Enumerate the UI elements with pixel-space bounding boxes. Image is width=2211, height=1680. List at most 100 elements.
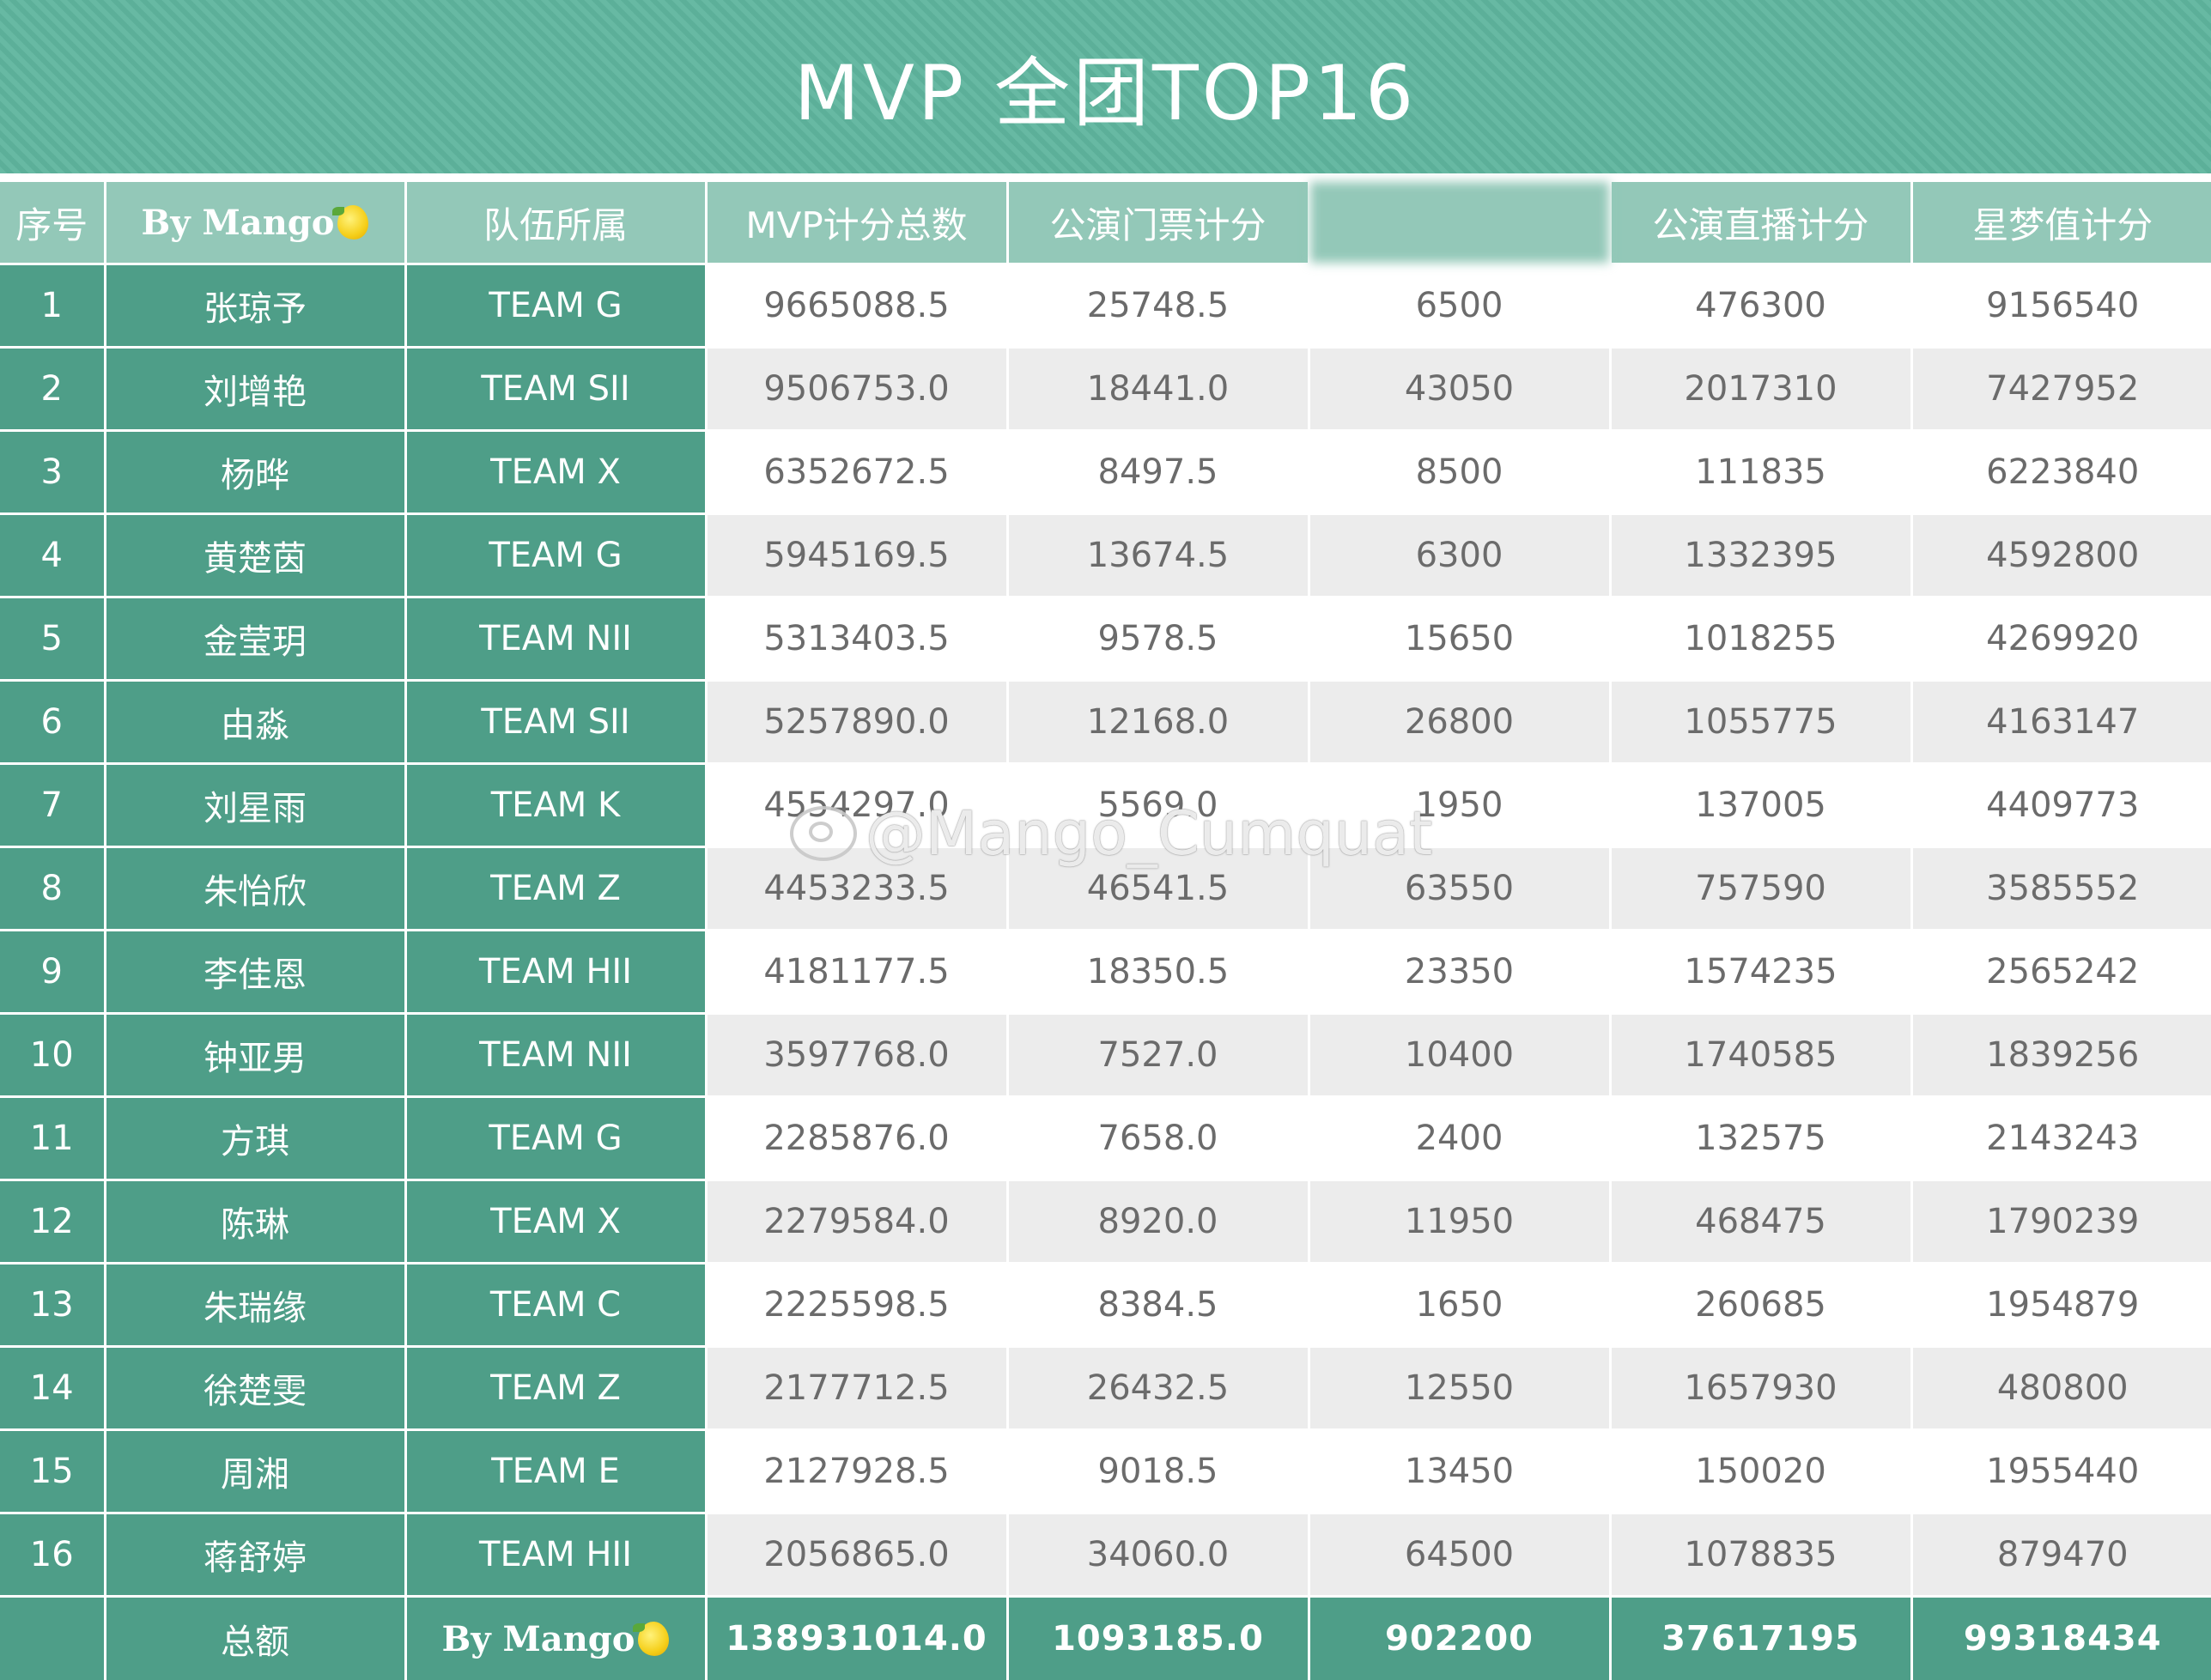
footer-star: 99318434 (1911, 1597, 2211, 1680)
header-brand: By Mango (105, 182, 405, 264)
cell-name: 李佳恩 (105, 931, 405, 1014)
cell-star: 2143243 (1911, 1097, 2211, 1180)
brand-text: By Mango (142, 203, 335, 243)
cell-col6: 64500 (1309, 1513, 1610, 1597)
cell-star: 4269920 (1911, 597, 2211, 681)
cell-name: 方琪 (105, 1097, 405, 1180)
cell-total: 9665088.5 (706, 264, 1007, 348)
footer-live: 37617195 (1610, 1597, 1911, 1680)
cell-idx: 5 (0, 597, 105, 681)
cell-col6: 26800 (1309, 681, 1610, 764)
spacer (0, 173, 2211, 182)
cell-total: 2127928.5 (706, 1430, 1007, 1513)
cell-star: 1955440 (1911, 1430, 2211, 1513)
cell-live: 137005 (1610, 764, 1911, 847)
cell-team: TEAM NII (405, 1014, 706, 1097)
cell-name: 周湘 (105, 1430, 405, 1513)
footer-row: 总额 By Mango 138931014.0 1093185.0 902200… (0, 1597, 2211, 1680)
cell-idx: 16 (0, 1513, 105, 1597)
cell-live: 1740585 (1610, 1014, 1911, 1097)
cell-live: 1657930 (1610, 1347, 1911, 1430)
cell-idx: 4 (0, 514, 105, 597)
footer-label: 总额 (105, 1597, 405, 1680)
cell-team: TEAM E (405, 1430, 706, 1513)
cell-live: 260685 (1610, 1264, 1911, 1347)
cell-ticket: 8384.5 (1007, 1264, 1309, 1347)
cell-ticket: 9578.5 (1007, 597, 1309, 681)
cell-col6: 1950 (1309, 764, 1610, 847)
cell-total: 2225598.5 (706, 1264, 1007, 1347)
cell-team: TEAM HII (405, 1513, 706, 1597)
cell-idx: 6 (0, 681, 105, 764)
cell-team: TEAM SII (405, 681, 706, 764)
cell-ticket: 18350.5 (1007, 931, 1309, 1014)
header-live-score: 公演直播计分 (1610, 182, 1911, 264)
cell-name: 朱瑞缘 (105, 1264, 405, 1347)
cell-star: 2565242 (1911, 931, 2211, 1014)
cell-name: 张琼予 (105, 264, 405, 348)
cell-ticket: 34060.0 (1007, 1513, 1309, 1597)
cell-total: 2177712.5 (706, 1347, 1007, 1430)
cell-name: 朱怡欣 (105, 847, 405, 931)
cell-col6: 43050 (1309, 348, 1610, 431)
cell-col6: 15650 (1309, 597, 1610, 681)
cell-team: TEAM X (405, 1180, 706, 1264)
cell-total: 9506753.0 (706, 348, 1007, 431)
cell-star: 1790239 (1911, 1180, 2211, 1264)
header-index: 序号 (0, 182, 105, 264)
cell-name: 蒋舒婷 (105, 1513, 405, 1597)
header-star-score: 星梦值计分 (1911, 182, 2211, 264)
cell-star: 1954879 (1911, 1264, 2211, 1347)
cell-team: TEAM Z (405, 847, 706, 931)
header-mvp-total: MVP计分总数 (706, 182, 1007, 264)
cell-team: TEAM HII (405, 931, 706, 1014)
cell-total: 4554297.0 (706, 764, 1007, 847)
cell-col6: 6500 (1309, 264, 1610, 348)
cell-team: TEAM X (405, 431, 706, 514)
cell-live: 1055775 (1610, 681, 1911, 764)
cell-col6: 10400 (1309, 1014, 1610, 1097)
cell-idx: 1 (0, 264, 105, 348)
cell-team: TEAM K (405, 764, 706, 847)
cell-ticket: 13674.5 (1007, 514, 1309, 597)
cell-name: 刘星雨 (105, 764, 405, 847)
cell-total: 6352672.5 (706, 431, 1007, 514)
cell-ticket: 7527.0 (1007, 1014, 1309, 1097)
page-title: MVP 全团TOP16 (794, 33, 1417, 142)
cell-total: 5945169.5 (706, 514, 1007, 597)
cell-idx: 14 (0, 1347, 105, 1430)
cell-live: 476300 (1610, 264, 1911, 348)
cell-live: 1332395 (1610, 514, 1911, 597)
cell-idx: 12 (0, 1180, 105, 1264)
cell-ticket: 8920.0 (1007, 1180, 1309, 1264)
cell-col6: 8500 (1309, 431, 1610, 514)
cell-col6: 6300 (1309, 514, 1610, 597)
cell-live: 1078835 (1610, 1513, 1911, 1597)
cell-live: 2017310 (1610, 348, 1911, 431)
cell-star: 879470 (1911, 1513, 2211, 1597)
cell-live: 150020 (1610, 1430, 1911, 1513)
cell-team: TEAM Z (405, 1347, 706, 1430)
cell-idx: 7 (0, 764, 105, 847)
cell-col6: 1650 (1309, 1264, 1610, 1347)
cell-ticket: 5569.0 (1007, 764, 1309, 847)
cell-name: 徐楚雯 (105, 1347, 405, 1430)
cell-team: TEAM C (405, 1264, 706, 1347)
cell-idx: 3 (0, 431, 105, 514)
cell-team: TEAM G (405, 264, 706, 348)
cell-col6: 13450 (1309, 1430, 1610, 1513)
cell-ticket: 25748.5 (1007, 264, 1309, 348)
cell-ticket: 12168.0 (1007, 681, 1309, 764)
cell-star: 4163147 (1911, 681, 2211, 764)
